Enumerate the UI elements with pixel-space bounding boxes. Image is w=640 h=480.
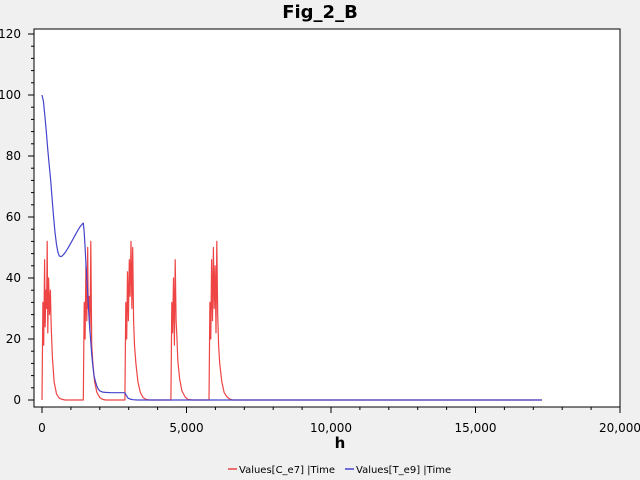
x-tick-label: 15,000 [455,421,497,435]
y-tick-label: 120 [0,27,21,41]
y-tick-label: 80 [6,149,21,163]
x-axis-ticks: 0 5,000 10,000 15,000 20,000 [38,407,640,435]
legend: Values[C_e7] |Time Values[T_e9] |Time [228,465,451,476]
plot-area [33,28,621,408]
legend-label: Values[T_e9] |Time [356,465,451,476]
y-tick-label: 20 [6,332,21,346]
y-tick-label: 40 [6,271,21,285]
series-line-1 [41,240,542,401]
x-tick-label: 5,000 [169,421,203,435]
x-axis-title: h [335,434,346,452]
x-tick-label: 10,000 [310,421,352,435]
x-tick-label: 0 [38,421,46,435]
y-tick-label: 0 [13,393,21,407]
series-line-2 [41,94,542,401]
chart-title: Fig_2_B [282,2,358,23]
y-axis-ticks: 0 20 40 60 80 100 120 [0,27,34,407]
x-tick-label: 20,000 [599,421,640,435]
series-layer [41,94,542,401]
y-tick-label: 60 [6,210,21,224]
y-tick-label: 100 [0,88,21,102]
legend-label: Values[C_e7] |Time [239,465,335,476]
